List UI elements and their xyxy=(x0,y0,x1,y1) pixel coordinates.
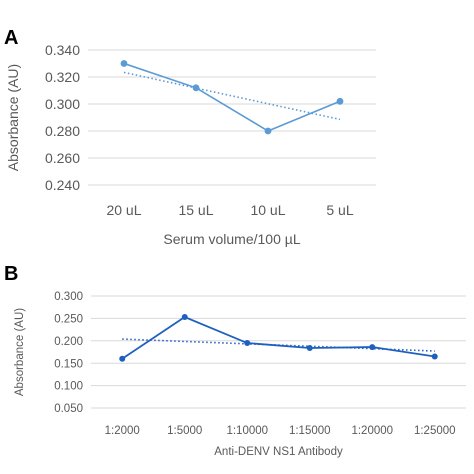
y-tick-label: 0.150 xyxy=(54,358,83,370)
y-tick-label: 0.250 xyxy=(54,314,83,326)
y-axis-title: Absorbance (AU) xyxy=(5,64,21,171)
chart-panel-b: B 0.050 0.100 0.150 0.200 0.250 0.300 1:2000 1:5… xyxy=(4,263,466,458)
x-tick-label: 10 uL xyxy=(250,202,285,218)
data-point xyxy=(192,84,200,92)
x-tick-label: 1:10000 xyxy=(226,425,268,437)
data-point xyxy=(181,314,188,321)
x-tick-label: 1:15000 xyxy=(289,425,331,437)
y-tick-label: 0.340 xyxy=(45,42,80,58)
y-tick-label: 0.280 xyxy=(45,123,80,139)
chart-panel-a: A 0.240 0.260 0.280 0.300 0.320 0.340 20 uL 15 u… xyxy=(4,27,376,247)
x-tick-label: 15 uL xyxy=(178,202,213,218)
panel-label: A xyxy=(4,27,18,49)
x-tick-label: 1:5000 xyxy=(167,425,202,437)
y-tick-label: 0.320 xyxy=(45,69,80,85)
x-tick-label: 20 uL xyxy=(106,202,141,218)
x-tick-label: 1:2000 xyxy=(105,425,140,437)
data-point xyxy=(336,97,344,105)
y-tick-label: 0.260 xyxy=(45,150,80,166)
x-axis-title: Serum volume/100 µL xyxy=(163,231,300,247)
series-line xyxy=(123,62,341,132)
data-point xyxy=(431,353,438,360)
y-tick-label: 0.100 xyxy=(54,381,83,393)
data-point xyxy=(120,60,128,67)
x-tick-label: 5 uL xyxy=(326,202,353,218)
x-tick-label: 1:20000 xyxy=(351,425,393,437)
data-point xyxy=(244,340,251,347)
x-tick-label: 1:25000 xyxy=(414,425,456,437)
y-tick-label: 0.300 xyxy=(54,291,83,303)
x-axis-title: Anti-DENV NS1 Antibody xyxy=(214,446,343,458)
y-tick-label: 0.050 xyxy=(54,403,83,415)
data-point xyxy=(306,344,313,351)
data-point xyxy=(369,344,376,351)
data-point xyxy=(264,127,272,135)
y-axis-title: Absorbance (AU) xyxy=(14,308,26,396)
y-tick-label: 0.300 xyxy=(45,96,80,112)
y-tick-label: 0.240 xyxy=(45,177,80,193)
panel-label: B xyxy=(4,263,18,285)
data-point xyxy=(119,355,126,362)
series-line xyxy=(121,316,435,360)
y-tick-label: 0.200 xyxy=(54,336,83,348)
trendline xyxy=(123,71,341,121)
